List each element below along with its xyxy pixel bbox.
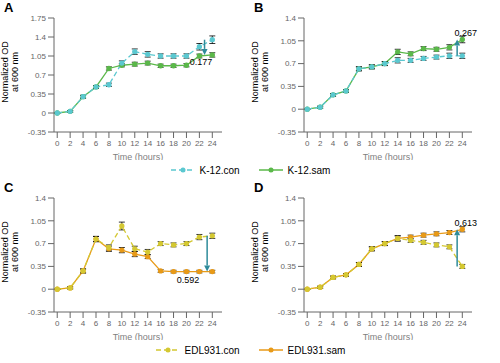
- svg-text:16: 16: [156, 319, 165, 328]
- svg-text:10: 10: [367, 139, 376, 148]
- svg-text:8: 8: [357, 319, 362, 328]
- html-text:D: D: [254, 180, 264, 195]
- svg-text:0: 0: [42, 285, 47, 294]
- svg-text:0.35: 0.35: [280, 262, 296, 271]
- svg-text:20: 20: [182, 139, 191, 148]
- svg-text:0.35: 0.35: [30, 262, 46, 271]
- svg-text:6: 6: [94, 139, 99, 148]
- svg-text:-0.35: -0.35: [28, 308, 47, 317]
- html-text:EDL931.sam: EDL931.sam: [287, 344, 346, 356]
- svg-text:-0.35: -0.35: [28, 128, 47, 137]
- html-text:K-12.sam: K-12.sam: [287, 164, 331, 176]
- html-text:B: B: [254, 0, 264, 15]
- svg-text:0.267: 0.267: [455, 28, 478, 38]
- svg-text:0.592: 0.592: [177, 275, 200, 285]
- svg-text:20: 20: [432, 139, 441, 148]
- svg-text:18: 18: [169, 319, 178, 328]
- svg-text:0.35: 0.35: [30, 90, 46, 99]
- svg-text:0: 0: [305, 319, 310, 328]
- svg-text:24: 24: [458, 139, 467, 148]
- svg-text:16: 16: [406, 319, 415, 328]
- svg-text:1.05: 1.05: [280, 37, 296, 46]
- svg-text:-0.35: -0.35: [278, 308, 297, 317]
- svg-text:1.4: 1.4: [285, 14, 297, 23]
- svg-text:18: 18: [419, 139, 428, 148]
- svg-text:10: 10: [367, 319, 376, 328]
- svg-text:6: 6: [344, 139, 349, 148]
- svg-text:16: 16: [156, 139, 165, 148]
- svg-text:12: 12: [130, 139, 139, 148]
- html-text:Normalized OD at 600 nm: Normalized OD at 600 nm: [250, 41, 270, 103]
- html-text:K-12.con: K-12.con: [199, 164, 240, 176]
- html-text:A: A: [4, 0, 14, 15]
- svg-text:8: 8: [357, 139, 362, 148]
- svg-text:Time (hours): Time (hours): [363, 332, 414, 340]
- svg-text:14: 14: [143, 319, 152, 328]
- svg-text:0: 0: [292, 285, 297, 294]
- svg-text:22: 22: [445, 139, 454, 148]
- svg-text:22: 22: [195, 139, 204, 148]
- html-text:Normalized OD at 600 nm: Normalized OD at 600 nm: [0, 221, 20, 283]
- html-text:C: C: [4, 180, 14, 195]
- svg-text:12: 12: [380, 139, 389, 148]
- svg-text:0.613: 0.613: [455, 218, 478, 228]
- svg-text:20: 20: [432, 319, 441, 328]
- svg-text:14: 14: [393, 139, 402, 148]
- svg-text:10: 10: [117, 139, 126, 148]
- svg-text:0: 0: [55, 319, 60, 328]
- svg-text:10: 10: [117, 319, 126, 328]
- svg-text:18: 18: [169, 139, 178, 148]
- svg-text:0.7: 0.7: [35, 71, 47, 80]
- svg-text:14: 14: [393, 319, 402, 328]
- svg-text:1.4: 1.4: [35, 194, 47, 203]
- svg-text:8: 8: [107, 139, 112, 148]
- svg-text:24: 24: [208, 139, 217, 148]
- svg-text:2: 2: [318, 139, 323, 148]
- svg-text:2: 2: [318, 319, 323, 328]
- html-text:Normalized OD at 600 nm: Normalized OD at 600 nm: [0, 41, 20, 103]
- svg-text:0.7: 0.7: [285, 59, 297, 68]
- svg-text:4: 4: [81, 139, 86, 148]
- svg-text:Time (hours): Time (hours): [113, 332, 164, 340]
- svg-text:Time (hours): Time (hours): [363, 152, 414, 160]
- svg-text:20: 20: [182, 319, 191, 328]
- svg-text:12: 12: [380, 319, 389, 328]
- svg-text:0: 0: [292, 105, 297, 114]
- svg-text:22: 22: [195, 319, 204, 328]
- svg-text:0: 0: [42, 109, 47, 118]
- svg-text:16: 16: [406, 139, 415, 148]
- svg-text:12: 12: [130, 319, 139, 328]
- svg-text:-0.35: -0.35: [278, 128, 297, 137]
- svg-text:1.05: 1.05: [30, 217, 46, 226]
- svg-text:0.7: 0.7: [35, 239, 47, 248]
- svg-text:24: 24: [208, 319, 217, 328]
- html-text:EDL931.con: EDL931.con: [184, 344, 240, 356]
- svg-text:2: 2: [68, 319, 73, 328]
- svg-text:0: 0: [55, 139, 60, 148]
- svg-text:22: 22: [445, 319, 454, 328]
- svg-text:6: 6: [344, 319, 349, 328]
- svg-text:24: 24: [458, 319, 467, 328]
- svg-text:1.05: 1.05: [280, 217, 296, 226]
- svg-text:0.35: 0.35: [280, 82, 296, 91]
- svg-text:0.177: 0.177: [190, 57, 213, 67]
- svg-text:1.4: 1.4: [285, 194, 297, 203]
- svg-text:8: 8: [107, 319, 112, 328]
- svg-text:1.4: 1.4: [35, 33, 47, 42]
- svg-text:6: 6: [94, 319, 99, 328]
- svg-text:4: 4: [331, 139, 336, 148]
- svg-text:2: 2: [68, 139, 73, 148]
- svg-text:1.05: 1.05: [30, 52, 46, 61]
- html-text:Normalized OD at 600 nm: Normalized OD at 600 nm: [250, 221, 270, 283]
- svg-text:0.7: 0.7: [285, 239, 297, 248]
- svg-text:14: 14: [143, 139, 152, 148]
- svg-text:0: 0: [305, 139, 310, 148]
- svg-text:18: 18: [419, 319, 428, 328]
- svg-text:4: 4: [331, 319, 336, 328]
- svg-text:Time (hours): Time (hours): [113, 152, 164, 160]
- svg-text:4: 4: [81, 319, 86, 328]
- svg-text:1.75: 1.75: [30, 14, 46, 23]
